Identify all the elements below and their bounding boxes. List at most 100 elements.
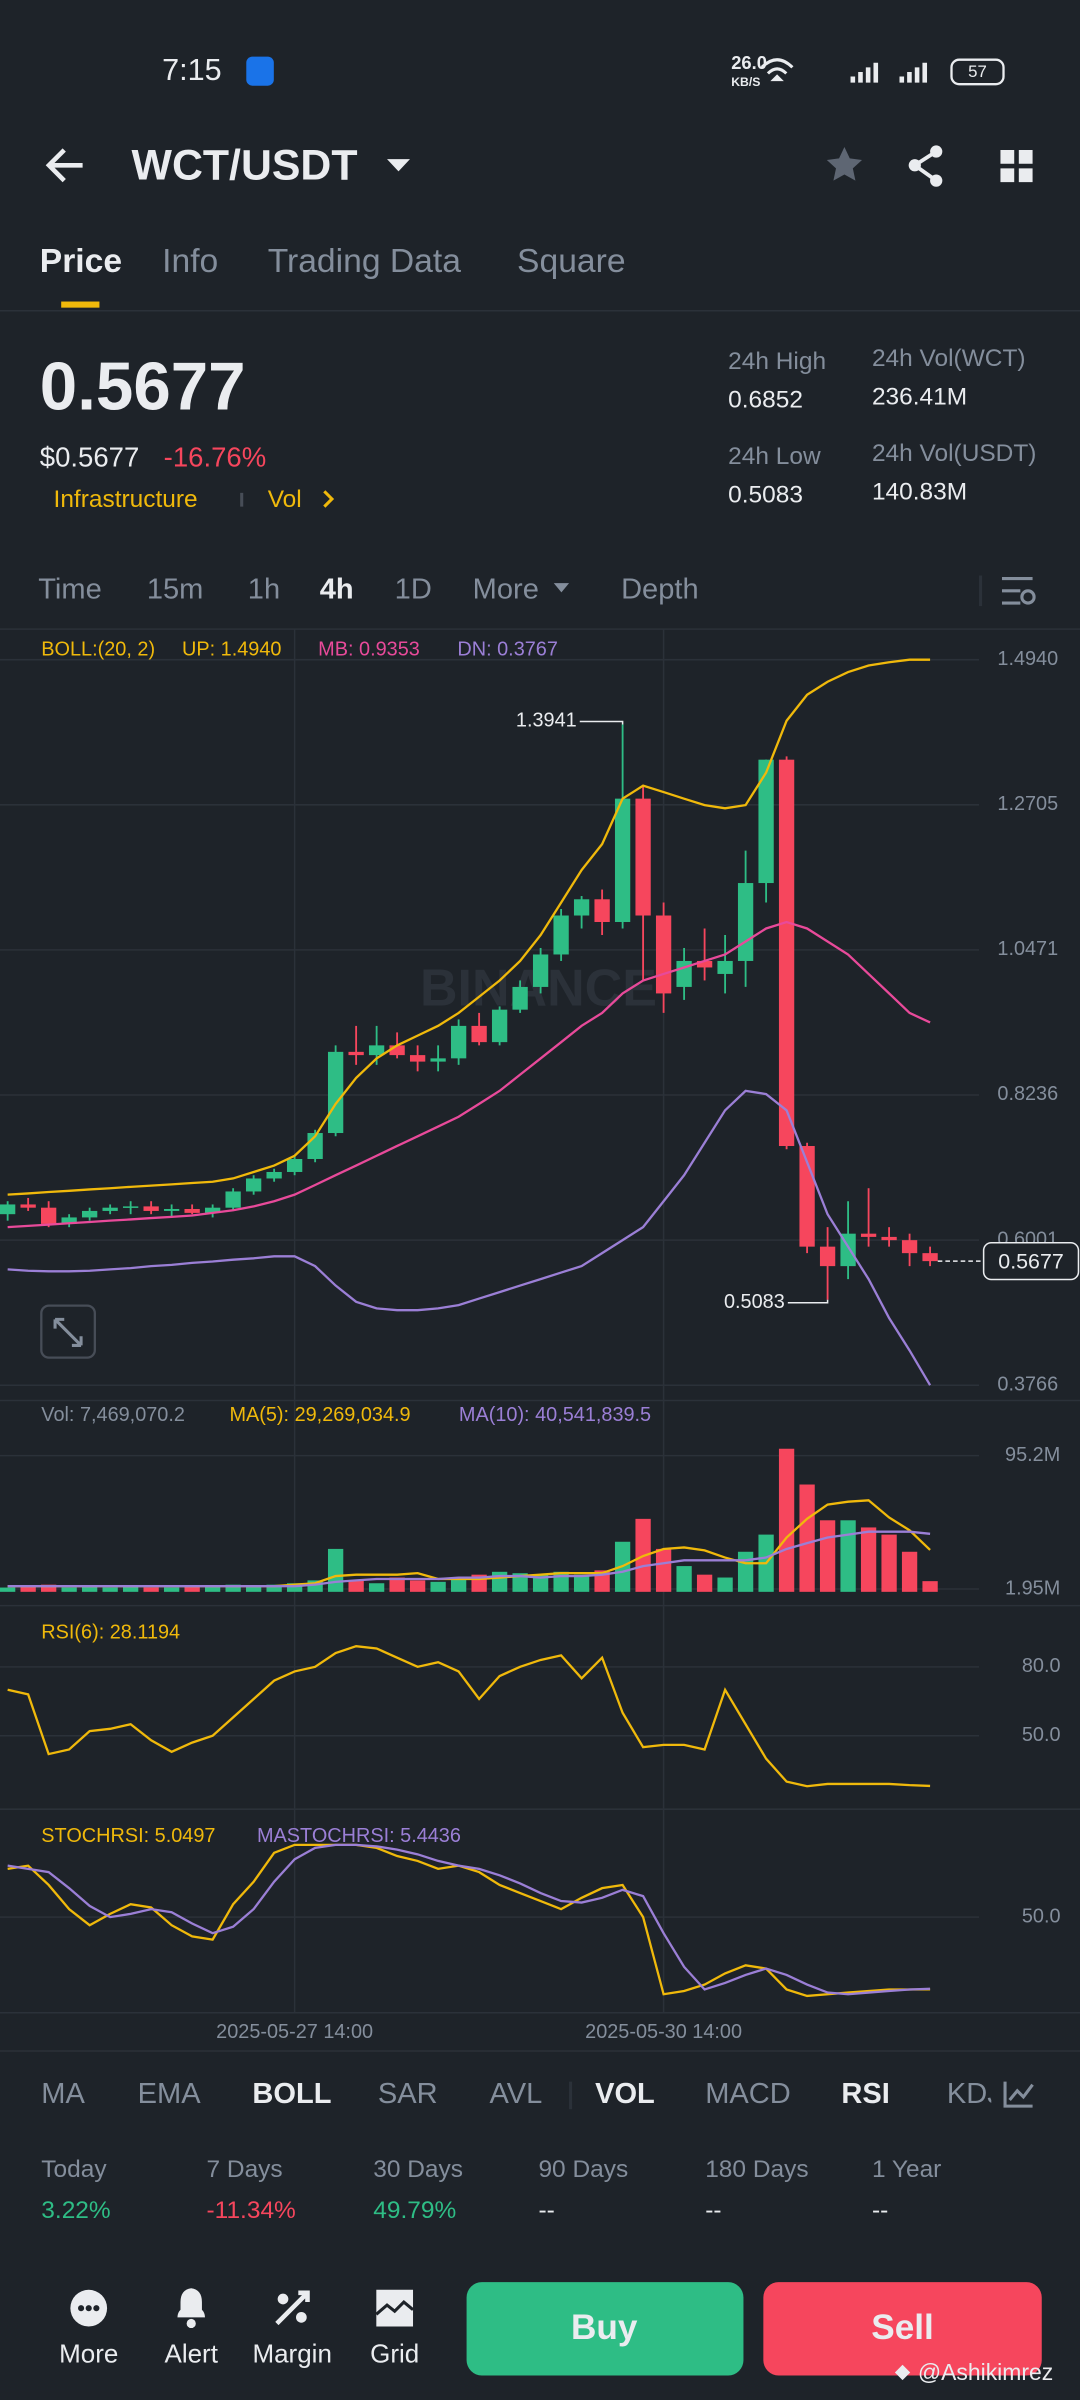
action-label[interactable]: Alert [164,2338,218,2368]
action-button[interactable]: More [59,2289,118,2369]
indicator-tab[interactable]: AVL [490,2078,543,2110]
y-tick-label: 1.2705 [997,793,1058,815]
x-tick-label: 2025-05-27 14:00 [216,2021,373,2043]
wifi-icon [760,58,794,82]
interval[interactable]: 1D [395,573,432,605]
x-tick-label: 2025-05-30 14:00 [585,2021,742,2043]
sell-label[interactable]: Sell [871,2308,934,2347]
candle-body [20,1204,36,1208]
interval[interactable]: Time [38,573,101,605]
stat-value: 236.41M [872,383,967,410]
candle-body [471,1025,487,1043]
action-label[interactable]: Grid [370,2338,419,2368]
row-divider [979,575,983,607]
action-icon [275,2290,310,2326]
more-dropdown[interactable] [553,583,570,593]
vol-link[interactable]: Vol [268,486,302,513]
action-button[interactable]: Alert [164,2288,219,2368]
interval[interactable]: Depth [621,573,699,605]
period-label: 1 Year [872,2156,941,2183]
volume-bar [307,1580,323,1592]
candle-body [81,1210,98,1218]
y-tick-label: 50.0 [1022,1724,1061,1746]
favorite-button[interactable] [826,146,863,181]
candle-body [266,1171,282,1179]
period-value: -- [705,2197,721,2224]
tab[interactable]: Trading Data [268,243,462,280]
volume-bar [409,1580,426,1592]
stat-value: 0.5083 [728,481,803,508]
candle-body [389,1045,405,1056]
low-leader [787,1299,829,1304]
candle-body [286,1158,303,1172]
boll-up-legend: UP: 1.4940 [182,639,281,661]
tab[interactable]: Info [162,243,218,280]
interval[interactable]: 1h [248,573,280,605]
volume-bar [122,1586,139,1592]
candle-body [553,915,569,955]
candle-body [409,1055,426,1062]
action-label[interactable]: Margin [252,2338,331,2368]
boll-dn-line [7,1089,932,1386]
candle-body [758,759,774,884]
interval[interactable]: 4h [320,573,354,605]
candle-body [532,954,549,987]
tab[interactable]: Price [40,243,122,280]
candle-body [614,798,631,923]
stat-label: 24h Vol(USDT) [872,440,1037,467]
sector-tag[interactable]: Infrastructure [54,486,198,513]
indicator-tab[interactable]: SAR [378,2078,438,2110]
volume-bar [266,1584,282,1592]
vol-ma10-line [7,1530,931,1588]
chevron [323,490,335,508]
y-tick-label: 80.0 [1022,1655,1061,1677]
indicator-tab[interactable]: MACD [705,2078,791,2110]
action-label[interactable]: More [59,2338,118,2368]
action-button[interactable]: Grid [370,2289,419,2369]
volume-bar [655,1548,672,1592]
y-tick-label: 1.4940 [997,648,1058,670]
net-speed: 26.0 [731,52,767,73]
volume-bar [61,1587,77,1592]
pair-dropdown[interactable] [387,159,410,172]
indicator-tab[interactable]: KDJ [947,2078,1002,2110]
buy-label[interactable]: Buy [571,2308,638,2347]
volume-bar [40,1584,57,1592]
last-price: 0.5677 [40,350,246,425]
indicator-tab[interactable]: BOLL [252,2078,331,2110]
candle-body [143,1206,159,1211]
last-price-label: 0.5677 [998,1249,1063,1273]
back-button[interactable] [45,148,83,183]
candle-body [512,986,528,1010]
volume-bar [778,1448,795,1592]
candle-body [102,1207,118,1211]
tab[interactable]: Square [517,243,626,280]
action-button[interactable]: Margin [252,2290,332,2369]
interval[interactable]: 15m [147,573,204,605]
buy-button[interactable] [466,2282,744,2376]
indicator-tab[interactable]: EMA [138,2078,202,2110]
tab-indicator [61,301,100,308]
indicator-tab[interactable]: RSI [841,2078,889,2110]
volume-bar [245,1586,262,1592]
candle-body [61,1217,77,1224]
tab-divider [569,2081,573,2110]
candle-body [635,798,651,916]
chart-settings[interactable] [1001,577,1036,605]
period-value: -- [538,2197,554,2224]
indicator-tab[interactable]: VOL [595,2078,655,2110]
share-button[interactable] [908,145,943,187]
stat-label: 24h High [728,348,826,375]
layout-button[interactable] [1000,150,1033,183]
battery-level: 57 [968,62,987,81]
pair-title[interactable]: WCT/USDT [132,142,358,190]
fullscreen-button[interactable] [40,1304,96,1359]
interval[interactable]: More [473,573,539,605]
indicator-settings[interactable] [1003,2081,1034,2108]
high-label: 1.3941 [516,710,577,732]
sell-button[interactable] [763,2282,1042,2376]
candle-body [163,1208,180,1211]
indicator-tab[interactable]: MA [41,2078,85,2110]
net-unit: KB/S [731,75,760,89]
